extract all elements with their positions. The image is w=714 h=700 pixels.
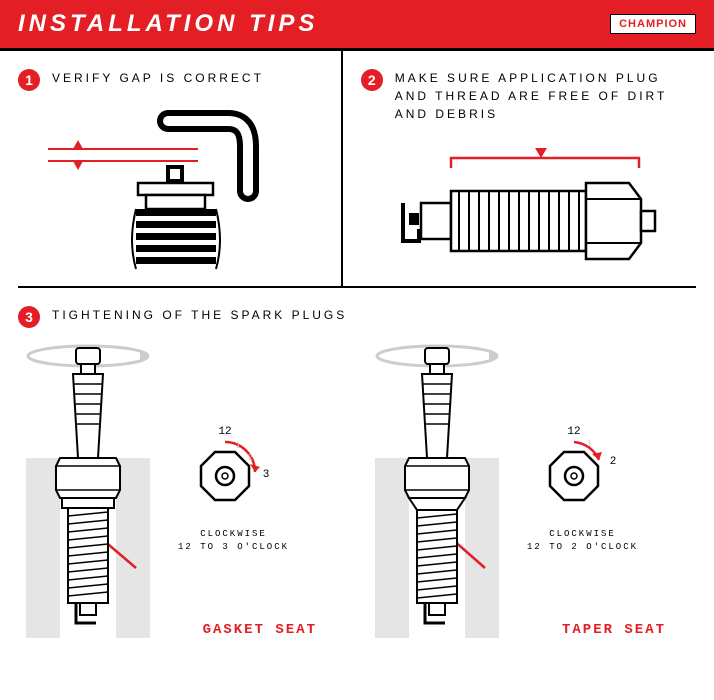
- gasket-seat-block: 12 3 1 2 CLOCKWISE 12 TO 3 O'CLOCK: [18, 338, 347, 638]
- taper-seat-label: TAPER SEAT: [562, 622, 666, 638]
- step-3-title: TIGHTENING OF THE SPARK PLUGS: [52, 306, 347, 324]
- svg-text:2: 2: [248, 453, 253, 462]
- gasket-sub-b: 12 TO 3 O'CLOCK: [178, 542, 289, 552]
- gasket-plug-illustration: [18, 338, 158, 638]
- header-bar: INSTALLATION TIPS CHAMPION: [0, 0, 714, 51]
- top-row: 1 VERIFY GAP IS CORRECT: [0, 51, 714, 286]
- svg-text:1: 1: [236, 441, 241, 450]
- step-2-panel: 2 MAKE SURE APPLICATION PLUG AND THREAD …: [343, 51, 714, 286]
- gasket-clock-icon: 12 3 1 2: [178, 422, 273, 522]
- taper-seat-block: 12 2 1 CLOCKWISE 12 TO 2 O'CLOCK TAPER S…: [367, 338, 696, 638]
- step-3-panel: 3 TIGHTENING OF THE SPARK PLUGS: [0, 288, 714, 656]
- brand-badge: CHAMPION: [610, 14, 696, 34]
- gasket-seat-label: GASKET SEAT: [203, 622, 317, 638]
- taper-clock-icon: 12 2 1: [527, 422, 622, 522]
- svg-text:1: 1: [587, 439, 592, 448]
- clock-12-label: 12: [567, 426, 580, 438]
- step-2-title: MAKE SURE APPLICATION PLUG AND THREAD AR…: [395, 69, 696, 123]
- clock-3-label: 3: [263, 469, 270, 481]
- clock-12-label: 12: [218, 426, 231, 438]
- step-1-badge: 1: [18, 69, 40, 91]
- taper-plug-illustration: [367, 338, 507, 638]
- gap-diagram: [18, 101, 318, 271]
- step-3-badge: 3: [18, 306, 40, 328]
- taper-sub-a: CLOCKWISE: [549, 529, 616, 539]
- taper-sub-b: 12 TO 2 O'CLOCK: [527, 542, 638, 552]
- step-2-badge: 2: [361, 69, 383, 91]
- clock-2-label: 2: [610, 456, 617, 468]
- page-title: INSTALLATION TIPS: [18, 10, 318, 38]
- step-1-panel: 1 VERIFY GAP IS CORRECT: [0, 51, 343, 286]
- step-1-title: VERIFY GAP IS CORRECT: [52, 69, 264, 87]
- gasket-sub-a: CLOCKWISE: [200, 529, 267, 539]
- thread-diagram: [361, 133, 701, 293]
